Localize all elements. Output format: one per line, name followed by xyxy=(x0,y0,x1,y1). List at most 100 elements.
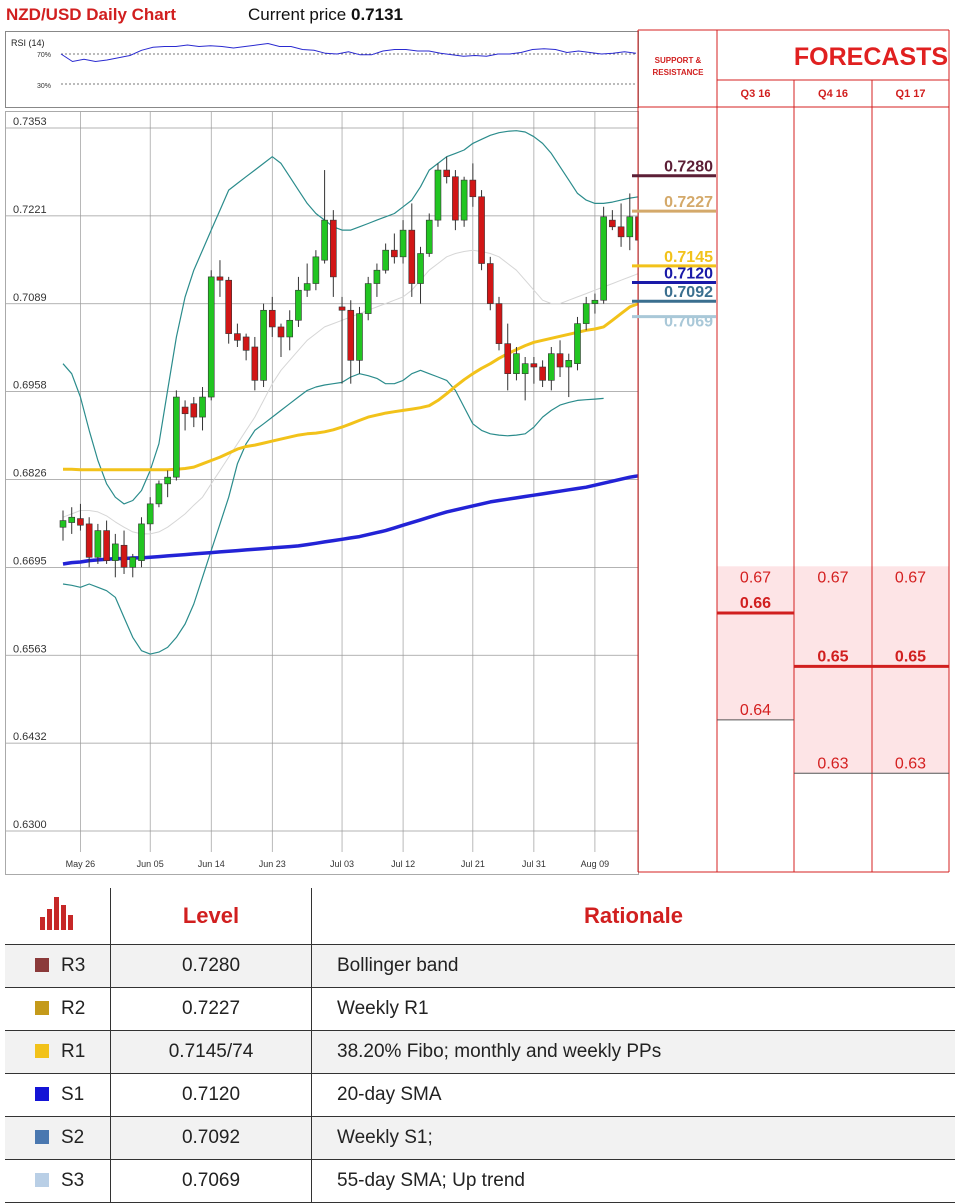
level-value: 0.7145/74 xyxy=(110,1030,312,1074)
indicator-line xyxy=(63,286,692,472)
y-tick-label: 0.7221 xyxy=(13,204,47,216)
candle-body xyxy=(242,336,250,351)
candle-body xyxy=(94,530,102,558)
forecast-low-value: 0.63 xyxy=(895,755,926,772)
level-color-swatch xyxy=(35,1130,49,1144)
y-tick-label: 0.6432 xyxy=(13,731,47,743)
forecast-mid-value: 0.66 xyxy=(740,595,771,612)
candle-body xyxy=(486,263,494,304)
y-tick-label: 0.6695 xyxy=(13,555,47,567)
forecast-background xyxy=(717,566,949,774)
level-value: 0.7120 xyxy=(110,1073,312,1117)
candle-body xyxy=(425,219,433,254)
forecast-panel: SUPPORT & RESISTANCE FORECASTS Q3 16 0.67… xyxy=(632,29,950,873)
candle-body xyxy=(155,483,163,505)
level-code-cell: R1 xyxy=(5,1030,111,1074)
candle-body xyxy=(173,396,180,478)
sr-marker-value: 0.7092 xyxy=(664,284,713,301)
candle-body xyxy=(112,543,119,561)
forecast-range-shade xyxy=(717,566,794,720)
sr-marker-value: 0.7069 xyxy=(664,314,713,331)
candle-body xyxy=(478,196,485,264)
table-row: R3 0.7280 Bollinger band xyxy=(5,944,955,988)
candle-body xyxy=(199,396,206,418)
candle-body xyxy=(574,323,581,364)
table-row: R2 0.7227 Weekly R1 xyxy=(5,987,955,1031)
level-code: R1 xyxy=(61,1041,86,1062)
level-rationale: 20-day SMA xyxy=(311,1073,955,1117)
candle-body xyxy=(330,219,337,278)
candle-body xyxy=(234,333,241,341)
y-tick-label: 0.7089 xyxy=(13,292,47,304)
candle-body xyxy=(521,363,529,374)
table-header-level: Level xyxy=(110,888,312,945)
x-tick-label: Jun 14 xyxy=(198,859,225,869)
candle-body xyxy=(347,309,355,361)
x-tick-label: Jul 12 xyxy=(391,859,415,869)
x-tick-label: Jul 03 xyxy=(330,859,354,869)
level-code: R2 xyxy=(61,998,86,1019)
forecast-high-value: 0.67 xyxy=(895,569,926,586)
x-tick-label: Jul 21 xyxy=(461,859,485,869)
rsi-line xyxy=(60,42,637,63)
level-code: S2 xyxy=(61,1127,85,1148)
candle-body xyxy=(68,516,76,523)
level-color-swatch xyxy=(35,1087,49,1101)
price-chart-panel: 0.7353 0.7221 0.7089 0.6958 0.6826 0.6695 0.65… xyxy=(5,111,695,875)
chart-grid xyxy=(6,112,638,852)
candle-body xyxy=(338,306,346,311)
candle-body xyxy=(138,523,145,561)
candle-body xyxy=(164,476,171,485)
table-chart-icon-cell xyxy=(5,888,111,945)
candle-body xyxy=(103,530,110,561)
candles xyxy=(59,156,695,578)
level-code: R3 xyxy=(61,955,86,976)
candle-body xyxy=(268,309,276,328)
candle-body xyxy=(260,309,267,381)
candle-body xyxy=(600,216,607,301)
level-rationale: 38.20% Fibo; monthly and weekly PPs xyxy=(311,1030,955,1074)
chart-title: NZD/USD Daily Chart xyxy=(6,5,177,24)
candle-body xyxy=(443,169,450,178)
candle-body xyxy=(373,269,381,284)
sr-header-line2: RESISTANCE xyxy=(653,68,705,77)
level-code-cell: S1 xyxy=(5,1073,111,1117)
candle-body xyxy=(364,283,372,314)
candle-body xyxy=(303,283,311,291)
candle-body xyxy=(469,179,477,198)
forecast-range-shade xyxy=(794,566,872,774)
level-code-cell: S2 xyxy=(5,1116,111,1160)
candle-body xyxy=(399,229,407,258)
forecast-range-shade xyxy=(872,566,949,774)
x-tick-label: Jul 31 xyxy=(522,859,546,869)
level-color-swatch xyxy=(35,1001,49,1015)
level-value: 0.7280 xyxy=(110,944,312,988)
candle-body xyxy=(530,363,538,368)
rsi-30-label: 30% xyxy=(37,83,51,90)
sr-marker-value: 0.7120 xyxy=(664,266,713,283)
candle-body xyxy=(548,353,555,381)
candle-body xyxy=(77,518,84,526)
table-row: R1 0.7145/74 38.20% Fibo; monthly and week… xyxy=(5,1030,955,1074)
current-price-prefix: Current price xyxy=(248,5,351,24)
forecast-column-label: Q3 16 xyxy=(741,88,771,100)
current-price-value: 0.7131 xyxy=(350,5,403,24)
table-row: S2 0.7092 Weekly S1; xyxy=(5,1116,955,1160)
candle-body xyxy=(513,353,520,374)
candle-body xyxy=(216,276,224,281)
rsi-70-label: 70% xyxy=(37,52,51,59)
x-tick-label: Aug 09 xyxy=(581,859,610,869)
candle-body xyxy=(146,503,154,525)
level-rationale: Weekly S1; xyxy=(311,1116,955,1160)
levels-table-body: R3 0.7280 Bollinger band R2 0.7227 Weekly R1 R… xyxy=(5,944,955,1203)
candle-body xyxy=(295,289,302,321)
x-axis-ticks: May 26 Jun 05 Jun 14 Jun 23 Jul 03 Jul 12 Jul … xyxy=(66,859,610,869)
level-rationale: Weekly R1 xyxy=(311,987,955,1031)
sr-marker-value: 0.7280 xyxy=(664,159,713,176)
indicator-line xyxy=(62,465,692,566)
level-code: S3 xyxy=(61,1170,85,1191)
candle-body xyxy=(504,343,512,374)
candle-body xyxy=(391,249,398,258)
candle-body xyxy=(382,249,389,271)
candle-body xyxy=(207,276,215,398)
